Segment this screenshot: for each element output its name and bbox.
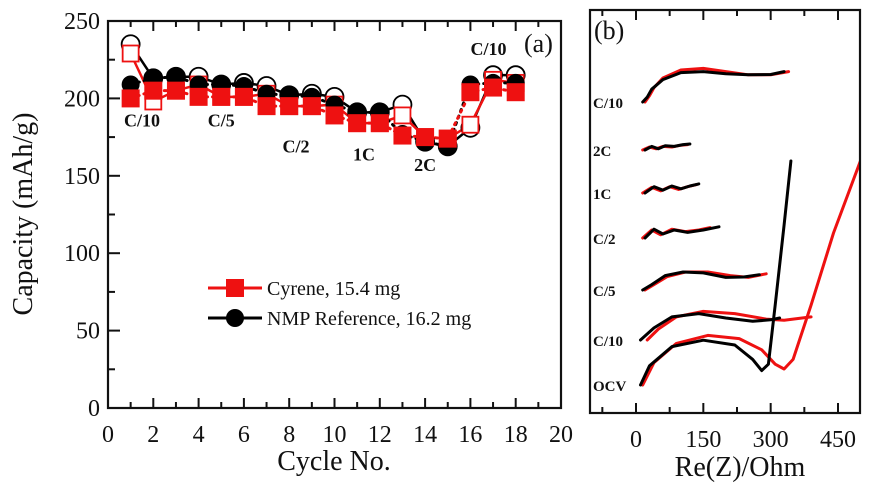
data-point — [257, 97, 276, 116]
panel-b-data — [639, 66, 860, 387]
y-tick-label: 150 — [64, 164, 100, 190]
rate-label: C/2 — [282, 137, 309, 157]
panel-a-label: (a) — [524, 29, 553, 58]
y-tick-label: 200 — [64, 86, 100, 112]
data-point — [144, 81, 163, 100]
data-point — [212, 87, 231, 106]
x-tick-label-b: 300 — [753, 427, 789, 453]
state-label: OCV — [593, 379, 627, 395]
panel-b-ticks: 0 150 300 450 — [601, 10, 856, 453]
data-point — [506, 83, 525, 102]
nyquist-curve-nmp — [639, 159, 793, 387]
state-label: 2C — [593, 144, 611, 160]
data-point — [393, 106, 412, 125]
x-tick-label: 16 — [458, 422, 482, 448]
x-tick-label: 2 — [147, 422, 159, 448]
x-axis-title-a: Cycle No. — [277, 446, 391, 477]
panel-b-state-labels: C/10 2C 1C C/2 C/5 C/10 OCV — [593, 96, 627, 395]
legend-item-nmp: NMP Reference, 16.2 mg — [208, 308, 471, 330]
nyquist-curve-nmp — [643, 142, 692, 152]
x-tick-label-b: 0 — [630, 427, 642, 453]
panel-b-frame — [588, 8, 862, 415]
trace-2c — [641, 142, 692, 152]
data-point — [280, 97, 299, 116]
data-point — [348, 114, 367, 133]
x-tick-label: 20 — [549, 422, 573, 448]
state-label: C/2 — [593, 232, 616, 248]
data-point — [234, 87, 253, 106]
data-point — [416, 128, 435, 147]
trace-c-2 — [641, 225, 721, 240]
data-point — [121, 89, 140, 108]
data-point — [302, 97, 321, 116]
x-tick-label: 14 — [413, 422, 437, 448]
panel-a-annotations: C/10 C/5 C/2 1C 2C C/10 — [124, 39, 507, 175]
x-tick-label: 12 — [368, 422, 392, 448]
rate-label: C/5 — [208, 110, 235, 130]
nyquist-curve-nmp — [641, 70, 786, 104]
y-tick-label: 100 — [64, 241, 100, 267]
x-tick-label: 0 — [102, 422, 114, 448]
data-point — [189, 87, 208, 106]
legend-item-cyrene: Cyrene, 15.4 mg — [208, 278, 400, 300]
x-tick-label: 6 — [238, 422, 250, 448]
legend-label-nmp: NMP Reference, 16.2 mg — [267, 308, 471, 330]
rate-label: C/10 — [471, 39, 507, 59]
state-label: C/5 — [593, 284, 616, 300]
data-point — [370, 114, 389, 133]
panel-b-label: (b) — [594, 16, 624, 45]
y-tick-label: 250 — [64, 9, 100, 35]
x-tick-label: 4 — [193, 422, 205, 448]
data-point — [438, 129, 457, 148]
data-point — [393, 126, 412, 145]
nyquist-curve-nmp — [643, 182, 701, 195]
data-point — [484, 78, 503, 97]
trace-c-10 — [641, 66, 791, 104]
rate-label: 1C — [353, 144, 375, 164]
trace-c-10 — [639, 309, 813, 342]
data-point — [461, 115, 480, 134]
trace-ocv — [639, 159, 860, 387]
state-label: 1C — [593, 187, 611, 203]
rate-label: C/10 — [124, 110, 160, 130]
x-tick-label-b: 150 — [685, 427, 721, 453]
x-axis-title-b: Re(Z)/Ohm — [675, 452, 806, 483]
data-point — [121, 44, 140, 63]
panel-b: 0 150 300 450 C/10 2C 1C C/2 C/5 C/10 OCV (b) Re(… — [588, 8, 862, 483]
panel-a-data — [120, 34, 526, 157]
data-point — [166, 81, 185, 100]
x-tick-label: 8 — [283, 422, 295, 448]
trace-c-5 — [641, 270, 768, 292]
legend-label-cyrene: Cyrene, 15.4 mg — [267, 278, 400, 300]
x-tick-label: 18 — [504, 422, 528, 448]
nyquist-curve-cyrene — [645, 309, 813, 342]
data-point — [461, 83, 480, 102]
data-point — [325, 106, 344, 125]
legend: Cyrene, 15.4 mg NMP Reference, 16.2 mg — [208, 278, 471, 330]
state-label: C/10 — [593, 96, 623, 112]
y-tick-label: 0 — [88, 396, 100, 422]
x-tick-label-b: 450 — [820, 427, 856, 453]
nyquist-curve-nmp — [639, 312, 782, 342]
data-point — [166, 67, 185, 86]
x-tick-label: 10 — [323, 422, 347, 448]
nyquist-curve-nmp — [643, 225, 721, 240]
trace-1c — [641, 182, 701, 195]
legend-marker-cyrene — [226, 279, 244, 297]
markers-square-filled — [121, 78, 525, 148]
legend-marker-nmp — [226, 309, 244, 327]
y-axis-title-a: Capacity (mAh/g) — [8, 113, 39, 316]
data-point — [121, 75, 140, 94]
rate-label: 2C — [414, 155, 436, 175]
y-tick-label: 50 — [76, 319, 100, 345]
nyquist-curve-nmp — [641, 270, 761, 292]
state-label: C/10 — [593, 334, 623, 350]
